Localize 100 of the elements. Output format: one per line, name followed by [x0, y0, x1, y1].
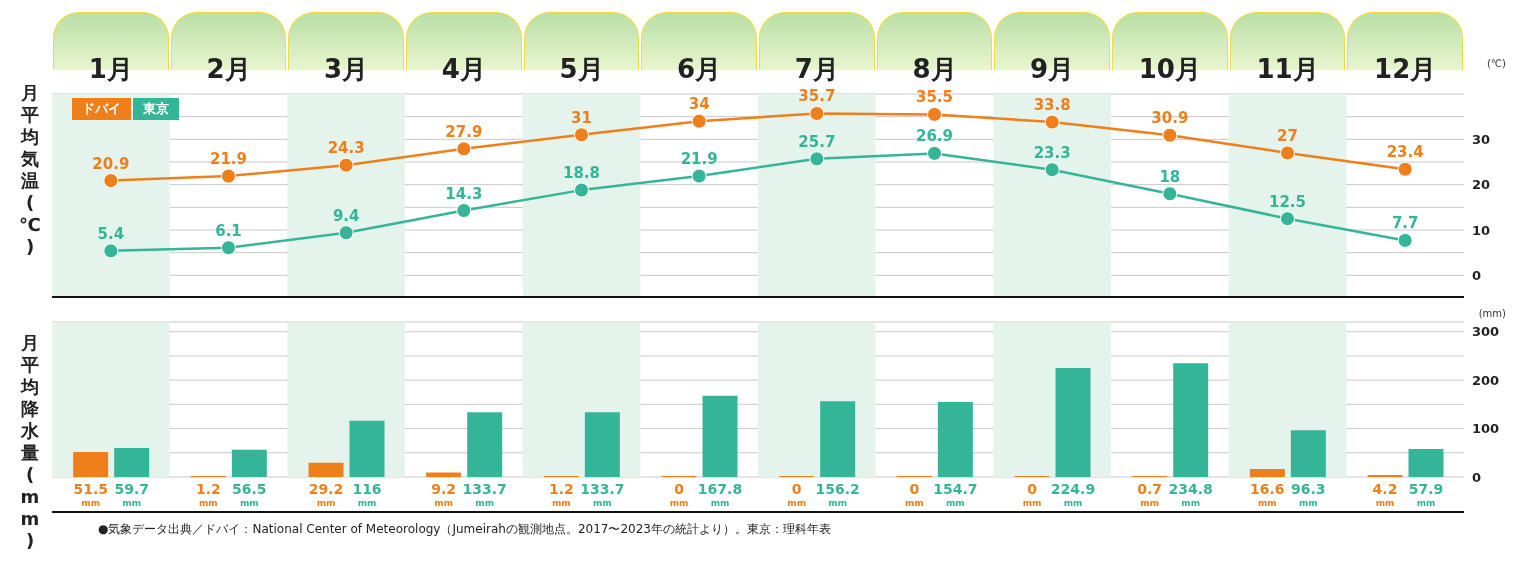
bar	[1290, 430, 1326, 477]
point	[1162, 127, 1178, 143]
bar	[820, 401, 856, 477]
data-label: 27	[1277, 126, 1298, 145]
point	[809, 105, 825, 121]
bar	[426, 472, 462, 477]
data-label: 25.7	[798, 132, 836, 151]
data-label: 29.2	[308, 481, 344, 497]
bar	[73, 452, 109, 477]
data-label: 1.2	[195, 481, 221, 497]
data-label: 9.2	[431, 481, 457, 497]
data-label: 18	[1159, 167, 1181, 186]
data-label: 35.7	[798, 87, 836, 106]
text: mm	[198, 498, 218, 508]
text: mm	[904, 498, 924, 508]
bar	[584, 412, 620, 477]
text: mm	[475, 498, 495, 508]
data-label: 21.9	[209, 150, 248, 169]
data-label: 59.7	[114, 481, 149, 497]
text: mm	[1181, 498, 1201, 508]
data-label: 16.6	[1250, 481, 1285, 497]
data-label: 33.8	[1033, 96, 1071, 115]
text: mm	[1375, 498, 1395, 508]
data-label: 35.5	[915, 88, 954, 107]
data-label: 23.3	[1033, 143, 1071, 162]
point	[103, 243, 119, 259]
data-label: 133.7	[580, 481, 625, 497]
text: mm	[710, 498, 730, 508]
y-tick-label: 20	[1472, 177, 1491, 193]
bar	[1408, 448, 1444, 477]
text: mm	[357, 498, 377, 508]
point	[691, 168, 707, 184]
data-label: 14.3	[445, 184, 483, 203]
bar	[231, 449, 267, 477]
data-label: 21.9	[680, 150, 718, 169]
data-label: 51.5	[73, 481, 108, 497]
data-label: 0	[1027, 481, 1038, 497]
y-tick-label: 300	[1472, 324, 1500, 340]
text: mm	[945, 498, 965, 508]
y-tick-label: 10	[1472, 222, 1491, 238]
bar	[1055, 368, 1091, 477]
data-label: 0	[674, 481, 685, 497]
point	[927, 145, 942, 161]
point	[809, 151, 825, 167]
x-tick-label: 9月	[1030, 54, 1075, 84]
bar	[1249, 468, 1285, 477]
point	[1397, 161, 1413, 177]
text: mm	[122, 498, 142, 508]
x-tick-label: 1月	[88, 54, 133, 84]
point	[574, 182, 589, 198]
y-tick-label: 0	[1472, 469, 1482, 485]
data-label: 0	[791, 481, 802, 497]
text: ●気象データ出典／ドバイ：National Center of Meteorology（Jumeirahの観測地点。2017〜2023年の統計より）。東京：理科年表	[98, 521, 832, 538]
y-tick-label: 100	[1472, 421, 1500, 437]
point	[456, 141, 472, 157]
text: mm	[1022, 498, 1042, 508]
point	[1044, 114, 1060, 130]
text: mm	[434, 498, 454, 508]
data-label: 12.5	[1268, 192, 1307, 211]
x-tick-label: 11月	[1256, 54, 1319, 84]
data-label: 26.9	[915, 127, 954, 146]
text: mm	[1063, 498, 1083, 508]
data-label: 156.2	[815, 481, 860, 497]
x-tick-label: 6月	[677, 54, 722, 84]
bar	[937, 402, 973, 477]
bar	[1173, 363, 1209, 477]
y-tick-label: 200	[1472, 372, 1500, 388]
x-tick-label: 2月	[206, 54, 251, 84]
data-label: 27.9	[445, 122, 483, 141]
y-tick-label: 30	[1472, 131, 1491, 147]
data-label: 167.8	[697, 481, 743, 497]
text: mm	[669, 498, 689, 508]
point	[221, 168, 236, 184]
data-label: 56.5	[232, 481, 267, 497]
text: mm	[81, 498, 101, 508]
bar	[702, 395, 738, 477]
text: 月平均降水量(mm)	[20, 332, 40, 551]
data-label: 234.8	[1168, 481, 1213, 497]
data-label: 4.2	[1372, 481, 1398, 497]
x-tick-label: 7月	[794, 54, 839, 84]
data-label: 23.4	[1386, 143, 1424, 162]
text: mm	[1140, 498, 1160, 508]
text: mm	[1298, 498, 1318, 508]
data-label: 5.4	[97, 224, 125, 243]
x-tick-label: 3月	[324, 54, 369, 84]
text: mm	[828, 498, 848, 508]
text: mm	[1257, 498, 1277, 508]
bar	[114, 448, 150, 477]
text: mm	[239, 498, 259, 508]
data-label: 224.9	[1050, 481, 1096, 497]
bar	[308, 462, 344, 477]
text: ドバイ	[72, 98, 131, 120]
text: mm	[592, 498, 612, 508]
data-label: 6.1	[215, 221, 242, 240]
data-label: 9.4	[332, 206, 360, 225]
data-label: 18.8	[562, 164, 601, 183]
data-label: 154.7	[933, 481, 978, 497]
point	[1280, 211, 1295, 227]
text: 東京	[133, 98, 179, 120]
bar	[467, 412, 503, 477]
